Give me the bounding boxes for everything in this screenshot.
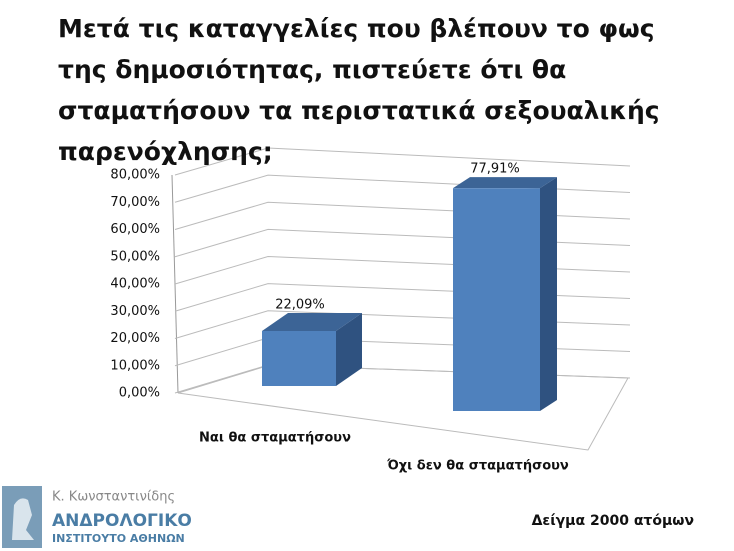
bar-top: [262, 312, 362, 331]
y-tick-label: 80,00%: [110, 168, 160, 183]
sample-note: Δείγμα 2000 ατόμων: [532, 513, 694, 529]
y-tick-label: 70,00%: [110, 195, 160, 210]
grid-line: [174, 255, 631, 285]
logo-name: Κ. Κωνσταντινίδης: [52, 490, 175, 505]
bar-side: [336, 312, 362, 386]
chart-title: Μετά τις καταγγελίες που βλέπουν το φως …: [58, 14, 660, 166]
y-tick-label: 50,00%: [110, 249, 160, 264]
logo-icon: [2, 486, 42, 548]
grid-line: [174, 310, 631, 339]
logo-line2: ΙΝΣΤΙΤΟΥΤΟ ΑΘΗΝΩΝ: [52, 532, 185, 545]
x-tick-label: Όχι δεν θα σταματήσουν: [386, 459, 569, 474]
grid-line: [174, 147, 631, 176]
grid-line: [174, 364, 631, 394]
grid-line: [174, 228, 631, 258]
value-label: 77,91%: [470, 162, 520, 177]
y-tick-label: 40,00%: [110, 277, 160, 292]
y-tick-label: 20,00%: [110, 331, 160, 346]
x-tick-label: Ναι θα σταματήσουν: [199, 431, 351, 446]
grid-line: [174, 174, 631, 203]
grid-line: [174, 337, 631, 367]
grid-line: [174, 201, 631, 230]
bar: [262, 330, 336, 386]
y-tick-label: 0,00%: [119, 386, 160, 401]
value-label: 22,09%: [275, 297, 325, 312]
bar-side: [540, 177, 557, 411]
bar: [453, 188, 540, 411]
grid-line: [174, 283, 631, 312]
y-tick-label: 60,00%: [110, 222, 160, 237]
y-tick-label: 30,00%: [110, 304, 160, 319]
logo-line1: ΑΝΔΡΟΛΟΓΙΚΟ: [52, 511, 192, 531]
y-tick-label: 10,00%: [110, 358, 160, 373]
bar-top: [453, 177, 557, 189]
